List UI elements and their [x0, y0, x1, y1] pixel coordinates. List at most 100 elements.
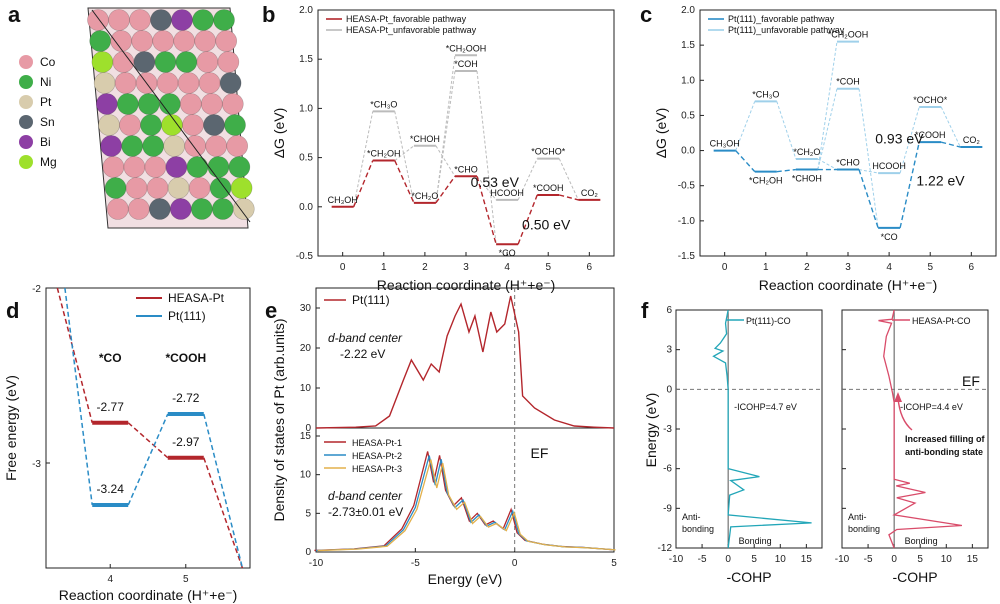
x-axis-label-b: Reaction coordinate (H⁺+e⁻): [377, 277, 556, 293]
icohp-value-f-right: -ICOHP=4.4 eV: [900, 402, 963, 412]
favorable-label-b: *COOH: [533, 183, 564, 193]
barrier-annotation-c: 1.22 eV: [916, 173, 965, 189]
x-tick-label-f-right: 10: [941, 554, 953, 565]
y-tick-label-e-bottom: 10: [300, 470, 312, 481]
legend-label-d: HEASA-Pt: [168, 291, 225, 305]
icohp-value-f-left: -ICOHP=4.7 eV: [734, 402, 797, 412]
favorable-connector-b: [559, 194, 579, 201]
x-tick-label-f-right: -5: [864, 554, 873, 565]
legend-label-e-bottom: HEASA-Pt-2: [352, 451, 402, 461]
series-entry-1: [64, 287, 93, 506]
unfavorable-connector-b: [517, 158, 538, 201]
x-tick-label-b-5: 5: [545, 262, 551, 273]
slab-atom-co: [177, 72, 200, 94]
y-tick-label-e-bottom: 5: [305, 508, 311, 519]
x-axis-label-e: Energy (eV): [428, 571, 503, 587]
unfavorable-connector-c: [735, 101, 756, 151]
y-tick-label-b-4: 1.5: [299, 54, 313, 65]
y-tick-label-c-7: 2.0: [681, 5, 695, 16]
alloy-surface-slab-icon: [87, 7, 255, 229]
y-axis-label-c: ΔG (eV): [653, 108, 669, 159]
anti-bonding-label-f-left: Anti-: [682, 512, 701, 522]
slab-atom-ni: [224, 114, 246, 136]
cohp-curve-right: [878, 309, 963, 549]
legend-swatch-mg: [19, 155, 33, 169]
value-label-d: -2.97: [172, 435, 200, 449]
x-tick-label-b-2: 2: [422, 262, 428, 273]
favorable-label-b: *CHO: [454, 164, 478, 174]
favorable-connector-b: [517, 194, 538, 245]
legend-a: Co Ni Pt Sn Bi Mg: [19, 55, 57, 169]
favorable-label-b: *CH₂O: [411, 191, 438, 201]
favorable-label-c: CH₃OH: [710, 139, 740, 149]
chart-b: 0 1 2 3 4 5 6 -0.5 0.0 0.5 1.0 1.5 2.0 Reaction coord…: [271, 5, 615, 293]
favorable-connector-c: [899, 141, 920, 229]
legend-label-c: Pt(111)_favorable pathway: [728, 14, 835, 24]
dband-label-e-bottom: d-band center: [328, 489, 403, 503]
x-tick-label-d: 4: [107, 574, 113, 585]
slab-atom-pt: [98, 114, 120, 136]
unfavorable-label-c: *CH₂O: [793, 147, 820, 157]
legend-label-d: Pt(111): [168, 309, 206, 323]
y-axis-label-b: ΔG (eV): [271, 108, 287, 159]
y-tick-label-c-2: -0.5: [678, 181, 696, 192]
favorable-label-b: *CH₂OH: [367, 149, 401, 159]
favorable-label-c: CO₂: [963, 135, 981, 145]
legend-label-f-left: Pt(111)-CO: [746, 316, 791, 326]
y-tick-label-c-4: 0.5: [681, 110, 695, 121]
unfavorable-connector-b: [435, 70, 456, 203]
favorable-label-b: CO₂: [581, 188, 599, 198]
slab-atom-ni: [117, 93, 139, 115]
slab-atom-co: [102, 156, 125, 178]
x-tick-label-b-0: 0: [340, 262, 346, 273]
y-tick-label-c-3: 0.0: [681, 146, 695, 157]
plot-frame-c: [699, 9, 997, 257]
y-tick-label-b-2: 0.5: [299, 153, 313, 164]
slab-atom-ni: [142, 135, 164, 157]
slab-atom-co: [201, 93, 223, 115]
fermi-label-e: EF: [531, 445, 549, 461]
legend-label-c: Pt(111)_unfavorable pathway: [728, 25, 845, 35]
x-tick-label-b-3: 3: [463, 262, 469, 273]
slab-atom-co: [128, 198, 150, 220]
y-tick-label-b-1: 0.0: [299, 202, 313, 213]
x-tick-label-e: -5: [411, 558, 420, 569]
annotation-arrowhead-f: [894, 392, 902, 402]
unfavorable-label-b: *OCHO*: [531, 147, 566, 157]
unfavorable-connector-b: [394, 111, 415, 203]
value-label-d: -3.24: [97, 482, 125, 496]
slab-atom-sn: [150, 9, 172, 31]
slab-atom-co: [107, 198, 129, 220]
unfavorable-connector-b: [394, 145, 415, 161]
x-tick-label-c-1: 1: [763, 262, 769, 273]
slab-atom-co: [205, 135, 227, 157]
legend-label-e-bottom: HEASA-Pt-1: [352, 438, 402, 448]
slab-atom-co: [119, 114, 141, 136]
unfavorable-connector-c: [817, 158, 838, 170]
slab-atom-ni: [213, 9, 235, 31]
legend-swatch-bi: [19, 135, 33, 149]
y-axis-label-e: Density of states of Pt (arb.units): [271, 318, 287, 521]
slab-atom-pt: [163, 135, 185, 157]
y-tick-label-b-3: 1.0: [299, 103, 313, 114]
x-axis-label-f-left: -COHP: [726, 569, 771, 585]
x-tick-label-f-right: 5: [917, 554, 923, 565]
unfavorable-label-b: HCOOH: [490, 188, 524, 198]
slab-atom-co: [129, 9, 151, 31]
fermi-label-f: EF: [962, 373, 980, 389]
slab-atom-co: [131, 30, 153, 52]
category-label-d: *COOH: [165, 351, 206, 365]
annotation-text-f-1: Increased filling of: [905, 434, 986, 444]
unfavorable-label-c: *COH: [836, 77, 860, 87]
x-tick-label-f-right: -10: [835, 554, 850, 565]
x-tick-label-c-0: 0: [722, 262, 728, 273]
slab-atom-pt: [167, 177, 190, 199]
legend-label-b: HEASA-Pt_favorable pathway: [346, 14, 467, 24]
barrier-annotation-c: 0.93 eV: [875, 131, 924, 147]
barrier-annotation-b: 0.50 eV: [522, 216, 571, 232]
anti-bonding-label2-f-right: bonding: [848, 524, 880, 534]
x-tick-label-f-left: -10: [669, 554, 684, 565]
slab-atom-sn: [133, 51, 156, 73]
slab-atom-co: [125, 177, 148, 199]
x-tick-label-f-right: 15: [967, 554, 979, 565]
